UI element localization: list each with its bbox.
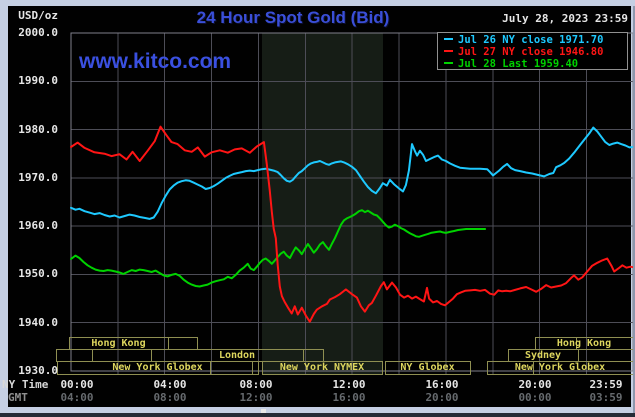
- gmt-time-tick: 03:59: [589, 391, 623, 404]
- legend-item: Jul 27 NY close 1946.80: [438, 46, 627, 58]
- gmt-time-tick: 08:00: [153, 391, 187, 404]
- chart-timestamp: July 28, 2023 23:59: [502, 12, 628, 25]
- session-label: New York Globex: [112, 362, 203, 373]
- legend-item: Jul 26 NY close 1971.70: [438, 34, 627, 46]
- y-axis-tick-label: 1960.0: [18, 219, 58, 233]
- gmt-axis-label: GMT: [8, 391, 28, 404]
- gmt-time-tick: 12:00: [239, 391, 273, 404]
- ny-time-tick: 16:00: [425, 378, 459, 391]
- session-label: NY Globex: [400, 362, 455, 373]
- price-line-0: [70, 126, 634, 220]
- stray-mark: [261, 409, 266, 414]
- session-box: [385, 361, 471, 375]
- kitco-watermark-link[interactable]: www.kitco.com: [79, 50, 232, 73]
- ny-time-tick: 04:00: [153, 378, 187, 391]
- units-label: USD/oz: [18, 9, 58, 22]
- gmt-time-tick: 16:00: [332, 391, 366, 404]
- session-label: London: [218, 350, 256, 361]
- session-label: Sydney: [524, 350, 562, 361]
- y-axis-tick-label: 1980.0: [18, 122, 58, 136]
- legend-dash-icon: [444, 38, 453, 40]
- session-box: [262, 361, 383, 375]
- y-axis-tick-label: 1970.0: [18, 170, 58, 184]
- legend-label: Jul 28 Last 1959.40: [458, 58, 579, 70]
- nymex-session-shading: [261, 33, 383, 374]
- session-box: [92, 349, 152, 362]
- legend-item: Jul 28 Last 1959.40: [438, 58, 627, 70]
- gmt-time-tick: 04:00: [60, 391, 94, 404]
- y-axis-tick-label: 1950.0: [18, 267, 58, 281]
- ny-time-tick: 23:59: [589, 378, 623, 391]
- ny-time-tick: 08:00: [239, 378, 273, 391]
- gmt-time-tick: 20:00: [425, 391, 459, 404]
- gmt-time-tick: 00:00: [518, 391, 552, 404]
- y-axis-tick-label: 1940.0: [18, 315, 58, 329]
- y-axis-tick-label: 1930.0: [18, 364, 58, 377]
- frame-shadow-right: [633, 6, 635, 413]
- session-label: Hong Kong: [91, 338, 146, 349]
- session-box: [56, 349, 93, 362]
- legend-dash-icon: [444, 50, 453, 52]
- page-title: 24 Hour Spot Gold (Bid): [196, 8, 390, 27]
- legend-label: Jul 26 NY close 1971.70: [458, 34, 604, 46]
- price-line-1: [70, 125, 634, 323]
- ny-time-tick: 12:00: [332, 378, 366, 391]
- session-label: Hong Kong: [556, 338, 612, 349]
- ny-time-tick: 20:00: [518, 378, 552, 391]
- legend-dash-icon: [444, 62, 453, 64]
- chart-legend: Jul 26 NY close 1971.70 Jul 27 NY close 1…: [437, 32, 628, 70]
- y-axis-tick-label: 2000.0: [18, 26, 58, 39]
- ny-time-tick: 00:00: [60, 378, 94, 391]
- session-label: New York Globex: [514, 362, 606, 373]
- frame-shadow-bottom: [0, 413, 635, 417]
- y-axis-tick-label: 1990.0: [18, 74, 58, 88]
- ny-time-axis-label: NY Time: [2, 378, 49, 391]
- session-box: [168, 337, 198, 350]
- price-line-2: [70, 209, 487, 288]
- session-box: [252, 361, 259, 375]
- session-label: New York NYMEX: [279, 362, 365, 373]
- legend-label: Jul 27 NY close 1946.80: [458, 46, 604, 58]
